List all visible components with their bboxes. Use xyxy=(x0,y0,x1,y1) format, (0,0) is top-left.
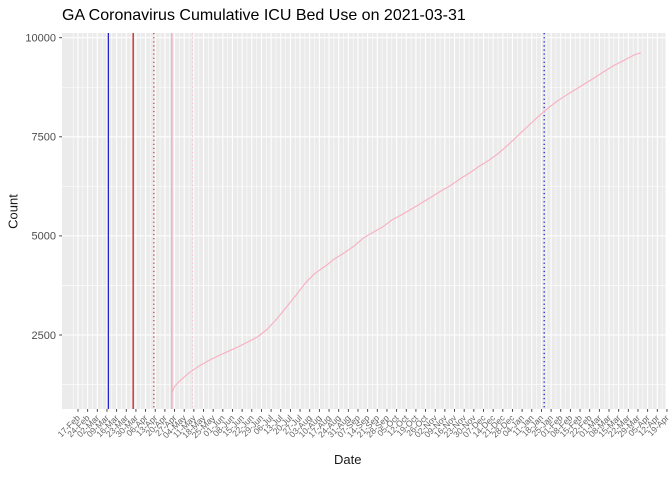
y-tick-label: 10000 xyxy=(25,33,56,45)
y-tick-label: 2500 xyxy=(32,330,56,342)
x-axis-title: Date xyxy=(334,452,362,467)
series-line-cumulative-icu-bed-use xyxy=(171,52,641,394)
chart-title: GA Coronavirus Cumulative ICU Bed Use on… xyxy=(62,7,466,24)
y-tick-label: 7500 xyxy=(32,132,56,144)
y-tick-label: 5000 xyxy=(32,231,56,243)
